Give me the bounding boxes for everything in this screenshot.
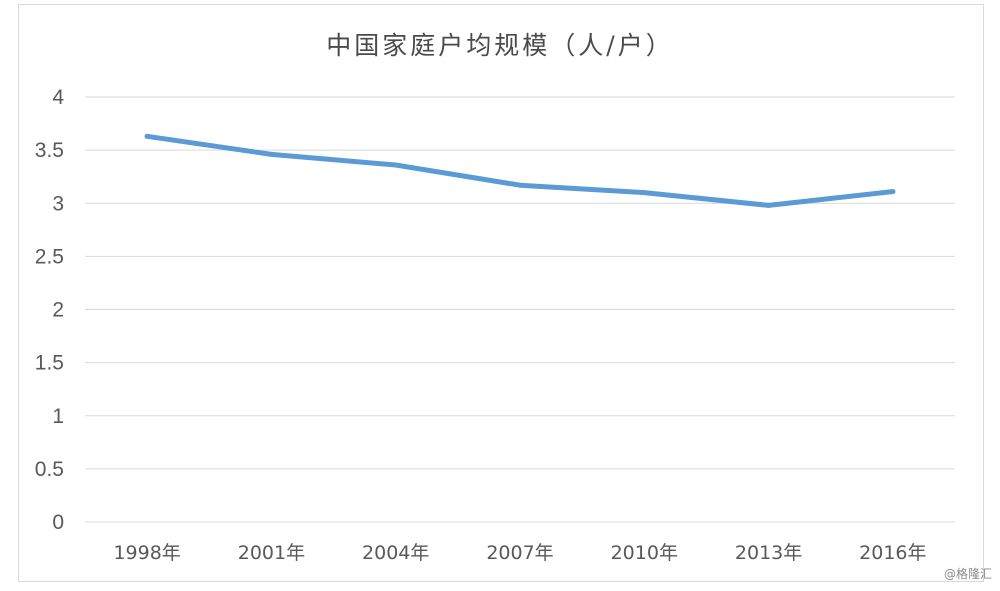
x-tick-label: 2004年 [362,542,429,564]
y-tick-label: 1 [52,405,64,428]
x-tick-label: 2007年 [486,542,553,564]
y-axis-ticks: 0 0.5 1 1.5 2 2.5 3 3.5 4 [35,86,65,534]
y-tick-label: 2 [52,299,64,322]
y-tick-label: 3.5 [35,139,64,162]
data-point [517,182,523,188]
gridlines [85,96,955,523]
chart-frame [18,4,984,582]
x-tick-label: 2010年 [611,542,678,564]
data-point [268,151,274,157]
x-axis-ticks: 1998年 2001年 2004年 2007年 2010年 2013年 2016年 [113,542,926,564]
data-point [144,133,150,139]
x-tick-label: 2013年 [735,542,802,564]
data-point [393,162,399,168]
y-tick-label: 2.5 [35,245,64,268]
y-tick-label: 4 [52,86,64,109]
x-tick-label: 2016年 [859,542,926,564]
data-point [766,202,772,208]
data-point [641,190,647,196]
chart-title: 中国家庭户均规模（人/户） [326,31,674,60]
y-tick-label: 1.5 [35,352,64,375]
watermark-label: @格隆汇 [943,567,992,581]
series-line [144,133,896,208]
x-tick-label: 1998年 [113,542,180,564]
series-layer [144,133,896,208]
data-point [890,189,896,195]
y-tick-label: 3 [52,192,64,215]
y-tick-label: 0 [52,511,64,534]
x-tick-label: 2001年 [238,542,305,564]
y-tick-label: 0.5 [35,458,64,481]
